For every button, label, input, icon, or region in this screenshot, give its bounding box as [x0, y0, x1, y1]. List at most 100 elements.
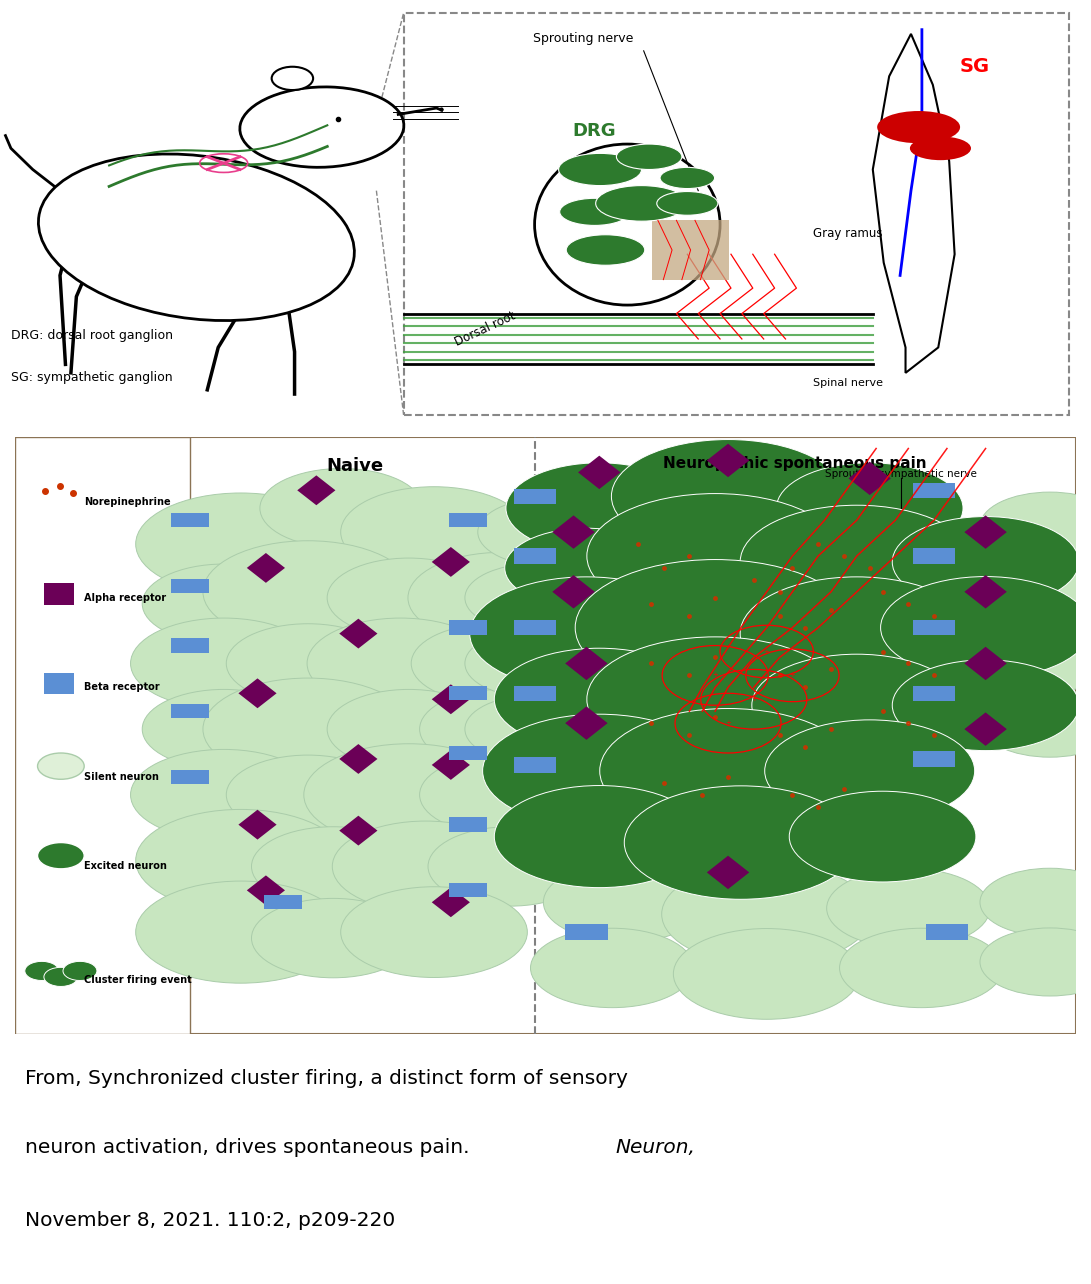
Ellipse shape	[340, 887, 527, 977]
Ellipse shape	[252, 899, 415, 978]
FancyBboxPatch shape	[171, 514, 209, 528]
Ellipse shape	[892, 516, 1079, 607]
Polygon shape	[578, 456, 621, 489]
Circle shape	[566, 235, 645, 266]
Ellipse shape	[420, 690, 583, 769]
Ellipse shape	[587, 493, 843, 619]
Ellipse shape	[624, 786, 858, 899]
Circle shape	[37, 752, 84, 779]
Ellipse shape	[530, 928, 694, 1008]
FancyBboxPatch shape	[448, 746, 487, 760]
Circle shape	[596, 186, 687, 221]
FancyBboxPatch shape	[514, 548, 556, 564]
Polygon shape	[339, 619, 377, 648]
Polygon shape	[239, 810, 277, 840]
FancyBboxPatch shape	[913, 620, 956, 636]
Ellipse shape	[505, 528, 668, 607]
Text: Spinal nerve: Spinal nerve	[813, 377, 883, 388]
Ellipse shape	[980, 557, 1091, 625]
Text: Alpha receptor: Alpha receptor	[84, 593, 166, 602]
FancyBboxPatch shape	[565, 924, 608, 940]
Ellipse shape	[465, 629, 604, 697]
Ellipse shape	[980, 624, 1091, 692]
Text: Sprouting sympathetic nerve: Sprouting sympathetic nerve	[825, 470, 976, 479]
Circle shape	[877, 110, 960, 144]
Ellipse shape	[482, 714, 716, 828]
Ellipse shape	[135, 809, 346, 912]
Polygon shape	[432, 887, 470, 917]
FancyBboxPatch shape	[514, 620, 556, 636]
Text: From, Synchronized cluster firing, a distinct form of sensory: From, Synchronized cluster firing, a dis…	[25, 1070, 627, 1089]
Circle shape	[657, 191, 718, 216]
Ellipse shape	[272, 67, 313, 90]
Text: +: +	[726, 720, 731, 727]
Circle shape	[559, 153, 642, 186]
Ellipse shape	[543, 863, 707, 942]
Text: November 8, 2021. 110:2, p209-220: November 8, 2021. 110:2, p209-220	[25, 1211, 395, 1230]
Ellipse shape	[203, 678, 412, 781]
Text: Neuron,: Neuron,	[615, 1138, 695, 1157]
Text: Cluster firing event: Cluster firing event	[84, 975, 192, 985]
Polygon shape	[552, 515, 595, 548]
Polygon shape	[849, 462, 891, 496]
Ellipse shape	[142, 564, 305, 643]
Ellipse shape	[840, 928, 1003, 1008]
Ellipse shape	[465, 564, 604, 632]
Text: +: +	[751, 696, 757, 702]
Ellipse shape	[226, 755, 389, 835]
Text: neuron activation, drives spontaneous pain.: neuron activation, drives spontaneous pa…	[25, 1138, 476, 1157]
Text: Beta receptor: Beta receptor	[84, 682, 159, 692]
Ellipse shape	[980, 492, 1091, 560]
Polygon shape	[432, 684, 470, 714]
Ellipse shape	[420, 755, 583, 835]
Text: Norepinephrine: Norepinephrine	[84, 497, 171, 507]
Polygon shape	[552, 575, 595, 609]
FancyBboxPatch shape	[448, 514, 487, 528]
Polygon shape	[707, 444, 750, 478]
Ellipse shape	[327, 559, 491, 637]
Ellipse shape	[980, 928, 1091, 996]
Ellipse shape	[777, 462, 963, 553]
FancyBboxPatch shape	[913, 751, 956, 767]
Ellipse shape	[226, 624, 389, 704]
Ellipse shape	[740, 577, 973, 691]
Ellipse shape	[980, 868, 1091, 936]
Ellipse shape	[131, 618, 317, 709]
Text: +: +	[790, 673, 795, 678]
Ellipse shape	[789, 791, 975, 882]
Circle shape	[910, 136, 971, 160]
Ellipse shape	[892, 660, 1079, 751]
Ellipse shape	[307, 618, 494, 709]
Polygon shape	[432, 750, 470, 779]
FancyBboxPatch shape	[514, 758, 556, 773]
Polygon shape	[964, 575, 1007, 609]
FancyBboxPatch shape	[44, 673, 73, 695]
FancyBboxPatch shape	[448, 883, 487, 898]
Ellipse shape	[506, 462, 693, 553]
Polygon shape	[964, 647, 1007, 681]
Circle shape	[560, 198, 630, 226]
Text: DRG: DRG	[573, 122, 616, 140]
Circle shape	[44, 967, 77, 986]
Ellipse shape	[142, 690, 305, 769]
FancyBboxPatch shape	[448, 818, 487, 832]
Ellipse shape	[203, 541, 412, 643]
FancyBboxPatch shape	[44, 583, 73, 605]
Ellipse shape	[611, 439, 844, 553]
Text: Gray ramus: Gray ramus	[813, 227, 883, 240]
FancyBboxPatch shape	[652, 221, 729, 280]
Text: Dorsal root: Dorsal root	[453, 309, 517, 348]
Text: Excited neuron: Excited neuron	[84, 862, 167, 872]
FancyBboxPatch shape	[913, 686, 956, 701]
FancyBboxPatch shape	[926, 924, 968, 940]
Polygon shape	[964, 713, 1007, 746]
FancyBboxPatch shape	[15, 437, 190, 1034]
Ellipse shape	[662, 863, 872, 966]
Text: Silent neuron: Silent neuron	[84, 772, 159, 782]
Ellipse shape	[673, 928, 860, 1019]
Text: DRG: dorsal root ganglion: DRG: dorsal root ganglion	[11, 329, 172, 342]
Circle shape	[37, 842, 84, 869]
Ellipse shape	[327, 690, 491, 769]
Polygon shape	[707, 855, 750, 889]
Polygon shape	[247, 553, 285, 583]
